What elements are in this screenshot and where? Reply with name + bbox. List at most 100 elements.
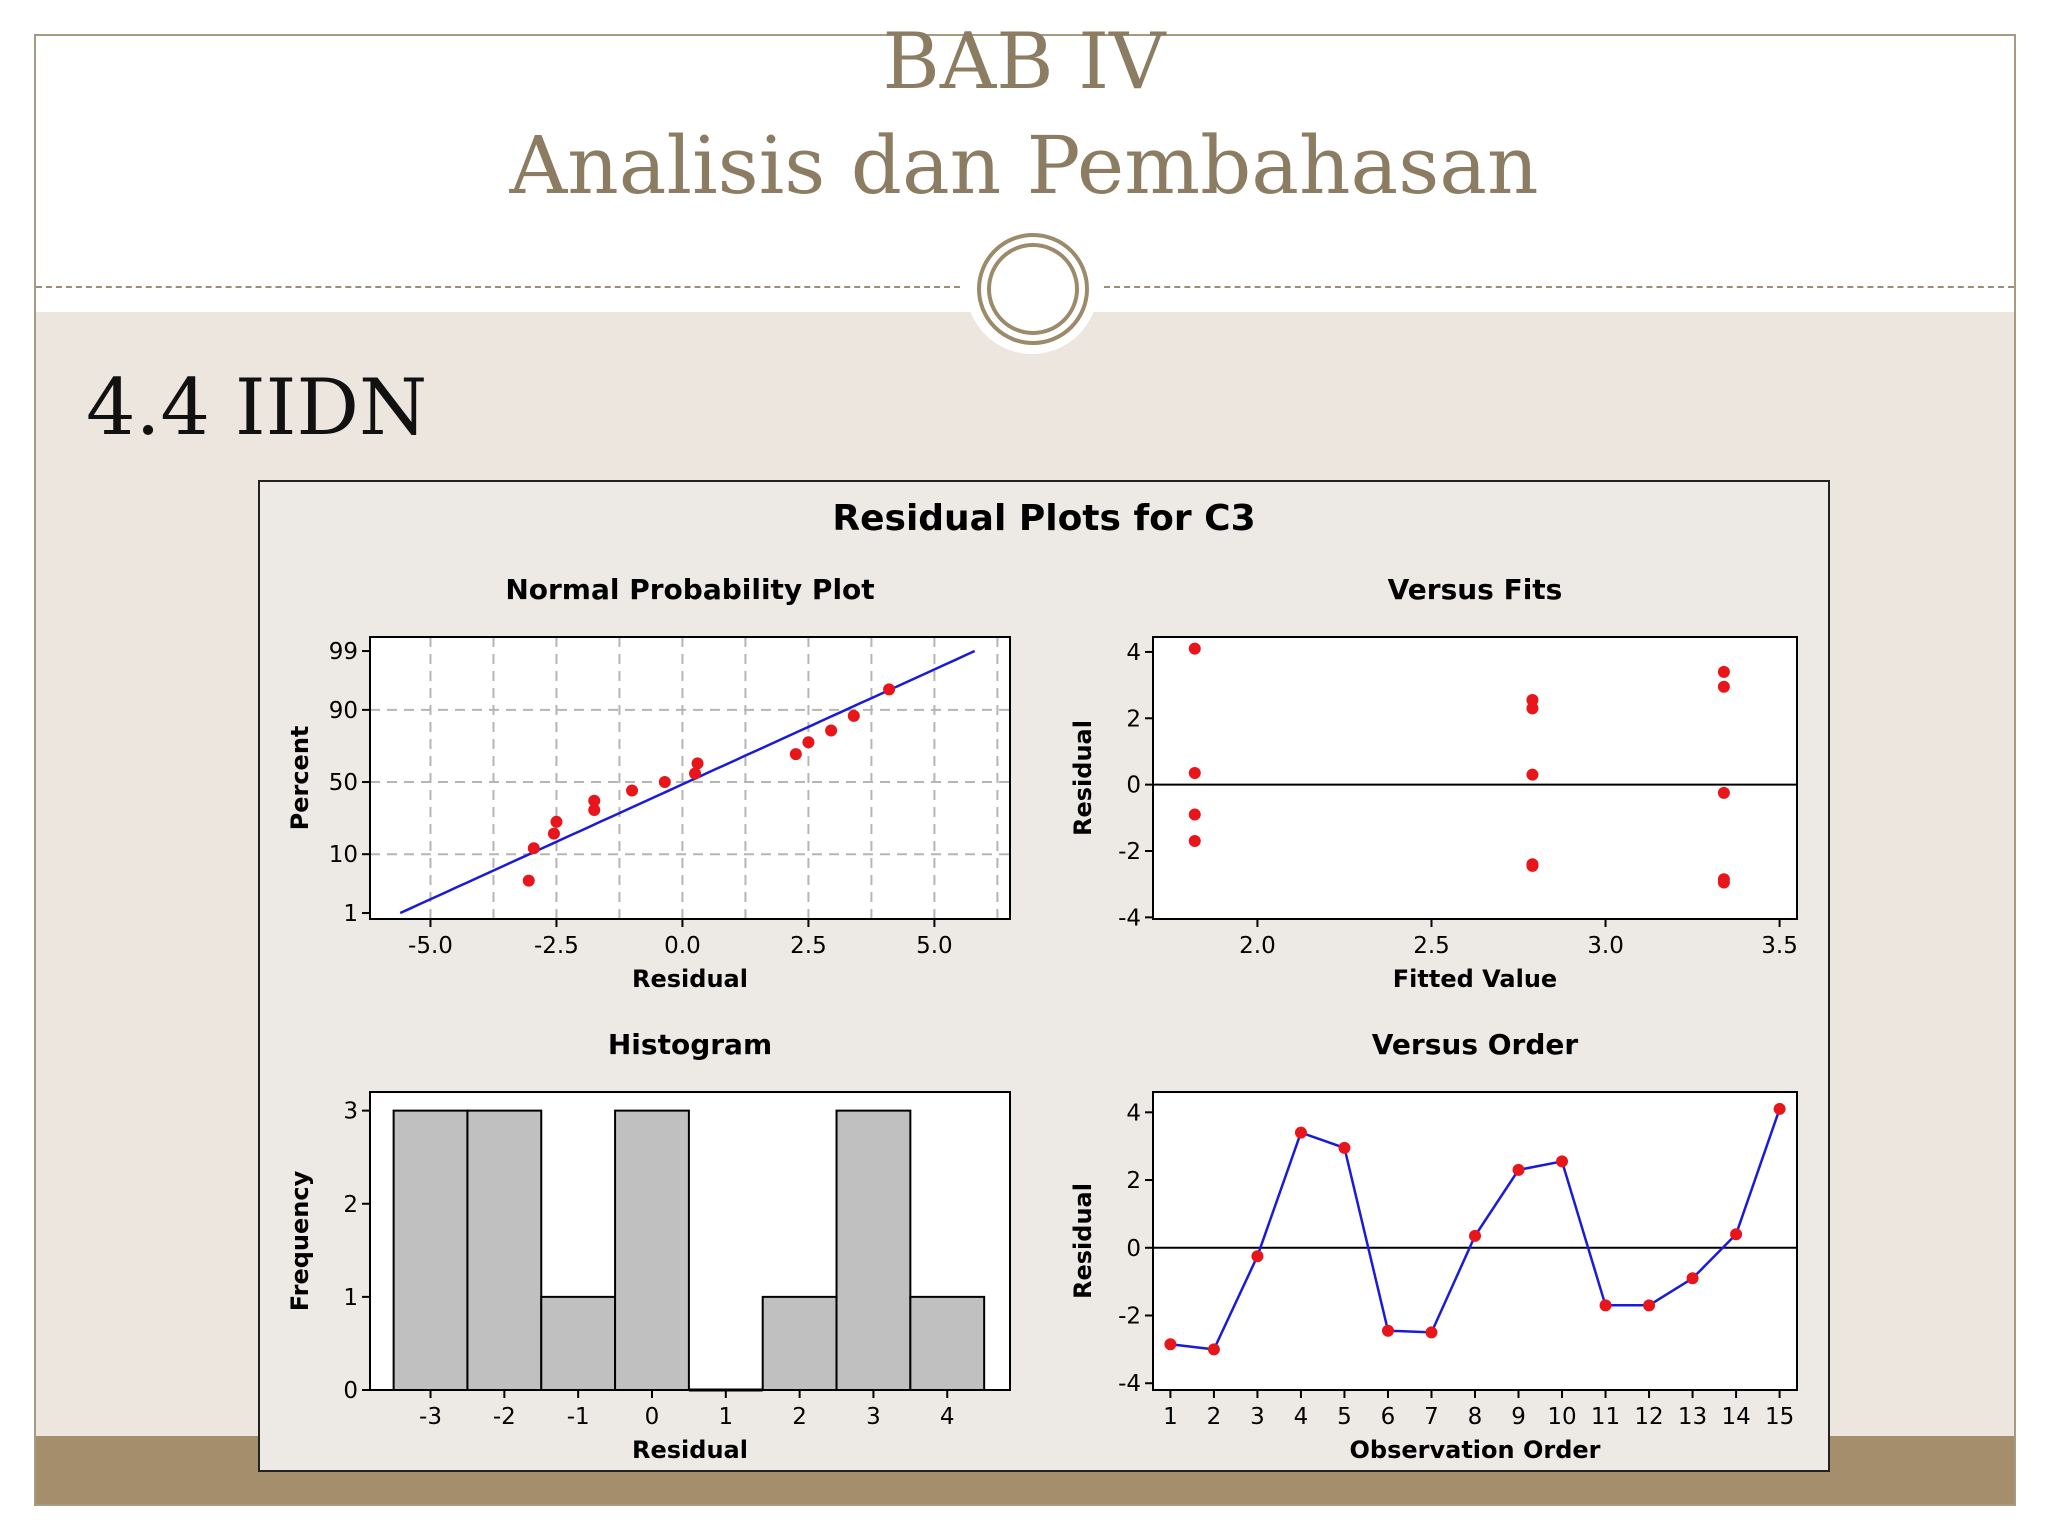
y-tick-label: -4 bbox=[1118, 905, 1141, 931]
data-point bbox=[802, 736, 815, 749]
data-point bbox=[1773, 1102, 1786, 1115]
y-tick-label: 90 bbox=[329, 698, 358, 724]
x-tick-label: 11 bbox=[1591, 1404, 1620, 1430]
residual-plots-figure: Residual Plots for C3 Normal Probability… bbox=[286, 498, 1798, 1464]
panel-title: Versus Fits bbox=[1388, 573, 1563, 606]
x-axis-label: Residual bbox=[632, 1436, 748, 1464]
panel-title: Histogram bbox=[608, 1028, 772, 1061]
x-tick-label: 2.5 bbox=[790, 933, 827, 959]
figure-title: Residual Plots for C3 bbox=[832, 498, 1255, 539]
x-tick-label: -2.5 bbox=[534, 933, 579, 959]
y-axis-label: Residual bbox=[1069, 720, 1097, 836]
data-point bbox=[883, 683, 896, 696]
x-tick-label: 8 bbox=[1468, 1404, 1483, 1430]
x-tick-label: 5 bbox=[1337, 1404, 1352, 1430]
y-tick-label: 10 bbox=[329, 842, 358, 868]
histogram-bar bbox=[909, 1295, 986, 1391]
plot-border bbox=[369, 1091, 1011, 1391]
data-point bbox=[1643, 1299, 1656, 1312]
data-point bbox=[1469, 1229, 1481, 1242]
data-point bbox=[1338, 1141, 1351, 1154]
histogram-bar bbox=[466, 1109, 543, 1391]
y-tick-label: 2 bbox=[1126, 1168, 1141, 1194]
data-point bbox=[588, 794, 601, 807]
y-axis-label: Residual bbox=[1069, 1183, 1097, 1299]
x-tick-label: 0.0 bbox=[664, 933, 701, 959]
data-point bbox=[1188, 767, 1201, 780]
x-tick-label: -2 bbox=[493, 1404, 516, 1430]
data-point bbox=[522, 874, 535, 887]
y-tick-label: 4 bbox=[1126, 1100, 1141, 1126]
plot-border bbox=[1152, 636, 1798, 920]
data-point bbox=[658, 776, 671, 789]
histogram-plot: Histogram Residual Frequency -3 -2 -1 0 1 2 3 4 0 1 2… bbox=[286, 1028, 1011, 1464]
histogram-bar bbox=[540, 1295, 617, 1391]
x-tick-label: 3.0 bbox=[1587, 933, 1624, 959]
data-point bbox=[1251, 1250, 1264, 1263]
slide-title-line2: Analisis dan Pembahasan bbox=[509, 119, 1539, 212]
header-divider-left bbox=[36, 286, 960, 288]
x-tick-label: 0 bbox=[645, 1404, 660, 1430]
slide-title-line1: BAB IV bbox=[882, 17, 1166, 107]
data-point bbox=[1717, 665, 1730, 678]
x-tick-label: 7 bbox=[1424, 1404, 1439, 1430]
data-point bbox=[1730, 1228, 1743, 1241]
y-tick-label: 1 bbox=[343, 1285, 358, 1311]
x-tick-label: 2.0 bbox=[1239, 933, 1276, 959]
x-tick-label: -3 bbox=[419, 1404, 442, 1430]
data-point bbox=[1188, 835, 1201, 848]
data-point bbox=[547, 827, 560, 840]
x-tick-label: 12 bbox=[1634, 1404, 1663, 1430]
x-axis-label: Fitted Value bbox=[1393, 965, 1557, 993]
x-tick-label: 2 bbox=[1207, 1404, 1222, 1430]
x-tick-label: 14 bbox=[1721, 1404, 1750, 1430]
x-axis-label: Residual bbox=[632, 965, 748, 993]
data-point bbox=[691, 757, 704, 770]
y-tick-label: 2 bbox=[1126, 706, 1141, 732]
y-tick-label: 0 bbox=[1126, 773, 1141, 799]
data-point bbox=[550, 815, 563, 828]
data-point bbox=[1425, 1326, 1438, 1339]
y-tick-label: 3 bbox=[343, 1099, 358, 1125]
data-point bbox=[825, 724, 838, 737]
data-point bbox=[689, 767, 702, 780]
panel-title: Versus Order bbox=[1372, 1028, 1579, 1061]
circle-ornament-icon bbox=[966, 222, 1098, 354]
fit-line bbox=[399, 649, 976, 915]
x-tick-label: 6 bbox=[1381, 1404, 1396, 1430]
y-tick-label: 0 bbox=[1126, 1236, 1141, 1262]
x-axis-label: Observation Order bbox=[1350, 1436, 1601, 1464]
section-heading: 4.4 IIDN bbox=[86, 363, 428, 453]
y-tick-label: 1 bbox=[343, 901, 358, 927]
data-point bbox=[1526, 768, 1539, 781]
data-point bbox=[1381, 1324, 1394, 1337]
x-tick-label: 5.0 bbox=[916, 933, 953, 959]
x-tick-label: 1 bbox=[718, 1404, 733, 1430]
data-point bbox=[1207, 1343, 1220, 1356]
x-tick-label: -1 bbox=[567, 1404, 590, 1430]
x-tick-label: 2.5 bbox=[1413, 933, 1450, 959]
histogram-bar bbox=[761, 1295, 838, 1391]
y-axis-label: Percent bbox=[286, 726, 314, 831]
data-point bbox=[1526, 859, 1539, 872]
chart-panel: Residual Plots for C3 Normal Probability… bbox=[258, 480, 1830, 1472]
data-point bbox=[1717, 680, 1730, 693]
x-tick-label: 2 bbox=[792, 1404, 807, 1430]
x-tick-label: 10 bbox=[1547, 1404, 1576, 1430]
data-point bbox=[1164, 1338, 1177, 1351]
x-tick-label: 4 bbox=[940, 1404, 955, 1430]
data-point bbox=[1188, 808, 1201, 821]
data-point bbox=[1556, 1155, 1569, 1168]
x-tick-label: 4 bbox=[1294, 1404, 1309, 1430]
x-tick-label: 3 bbox=[866, 1404, 881, 1430]
data-point bbox=[1717, 876, 1730, 889]
y-tick-label: 2 bbox=[343, 1192, 358, 1218]
header-divider-right bbox=[1104, 286, 2014, 288]
y-tick-label: -4 bbox=[1118, 1371, 1141, 1397]
normal-probability-plot: Normal Probability Plot Residual Percent -5… bbox=[286, 573, 1011, 993]
data-point bbox=[1512, 1163, 1525, 1176]
x-tick-label: 3.5 bbox=[1761, 933, 1798, 959]
panel-title: Normal Probability Plot bbox=[505, 573, 874, 606]
histogram-bar bbox=[835, 1109, 912, 1391]
